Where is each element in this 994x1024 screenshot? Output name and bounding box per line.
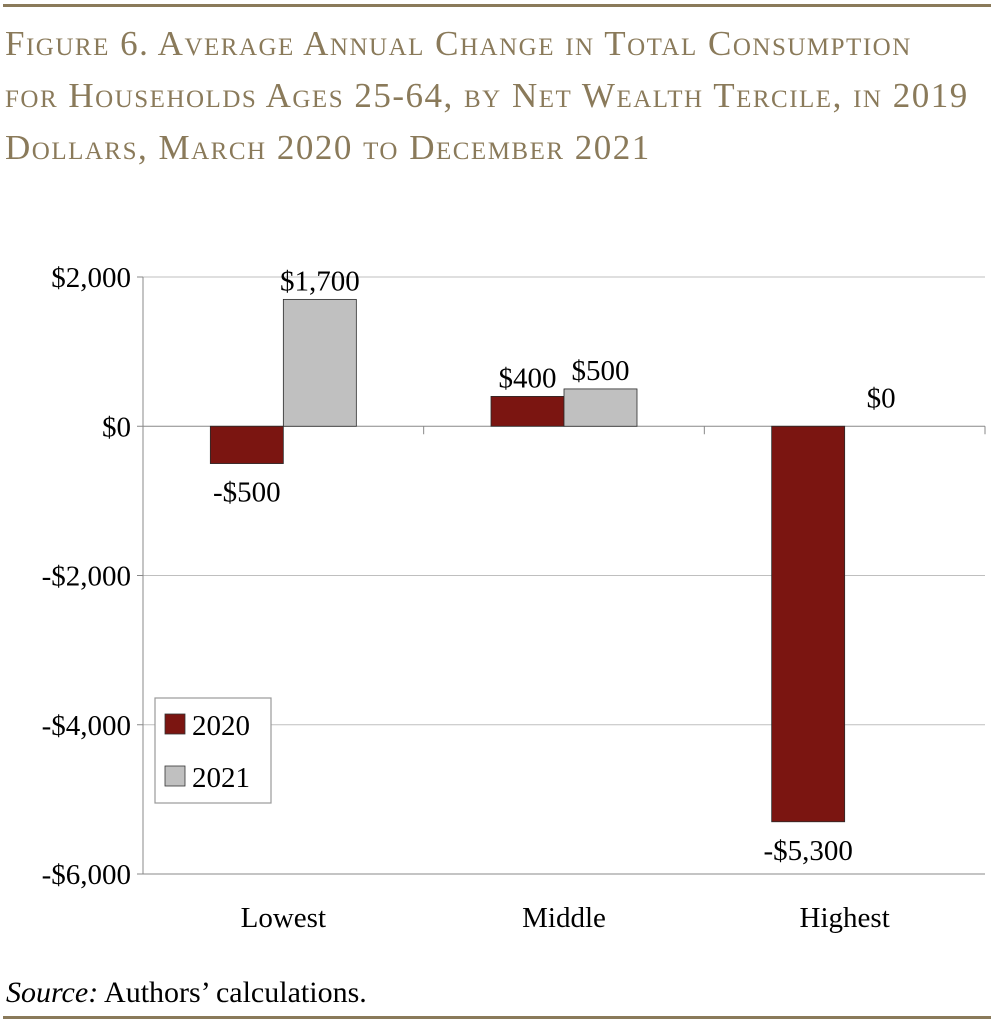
data-label-2021-lowest: $1,700 — [280, 265, 360, 297]
y-tick-label: $2,000 — [51, 262, 131, 294]
source-label: Source: — [6, 976, 99, 1009]
legend-label-2021: 2021 — [192, 762, 250, 794]
bar-2021-middle — [563, 388, 638, 427]
source-note: Source: Authors’ calculations. — [6, 976, 367, 1010]
category-label-middle: Middle — [522, 902, 606, 934]
bar-2020-middle — [490, 395, 565, 427]
data-label-2021-middle: $500 — [572, 355, 630, 387]
source-text: Authors’ calculations. — [98, 976, 367, 1009]
category-label-lowest: Lowest — [241, 902, 326, 934]
figure-title: Figure 6. Average Annual Change in Total… — [5, 24, 969, 167]
bar-2020-highest — [771, 425, 846, 823]
bottom-rule — [3, 1016, 991, 1019]
axes: $2,000 $0 -$2,000 -$4,000 -$6,000 Lowest Middl… — [42, 262, 986, 934]
bar-2021-lowest — [282, 298, 357, 427]
data-label-2021-highest: $0 — [867, 382, 896, 414]
y-tick-label: -$2,000 — [42, 561, 131, 593]
data-label-2020-highest: -$5,300 — [763, 835, 852, 867]
y-tick-label: -$6,000 — [42, 859, 131, 891]
data-label-2020-middle: $400 — [499, 362, 557, 394]
y-tick-label: -$4,000 — [42, 710, 131, 742]
bar-2020-lowest — [209, 425, 284, 464]
y-tick-label: $0 — [102, 411, 131, 443]
legend-swatch-2021 — [164, 765, 186, 787]
category-label-highest: Highest — [800, 902, 890, 934]
data-label-2020-lowest: -$500 — [213, 477, 281, 509]
data-labels: -$500 $400 -$5,300 $1,700 $500 $0 — [213, 265, 896, 866]
top-rule — [3, 4, 991, 7]
legend: 2020 2021 — [154, 697, 272, 804]
legend-label-2020: 2020 — [192, 710, 250, 742]
bars — [209, 298, 846, 823]
legend-swatch-2020 — [164, 713, 186, 735]
